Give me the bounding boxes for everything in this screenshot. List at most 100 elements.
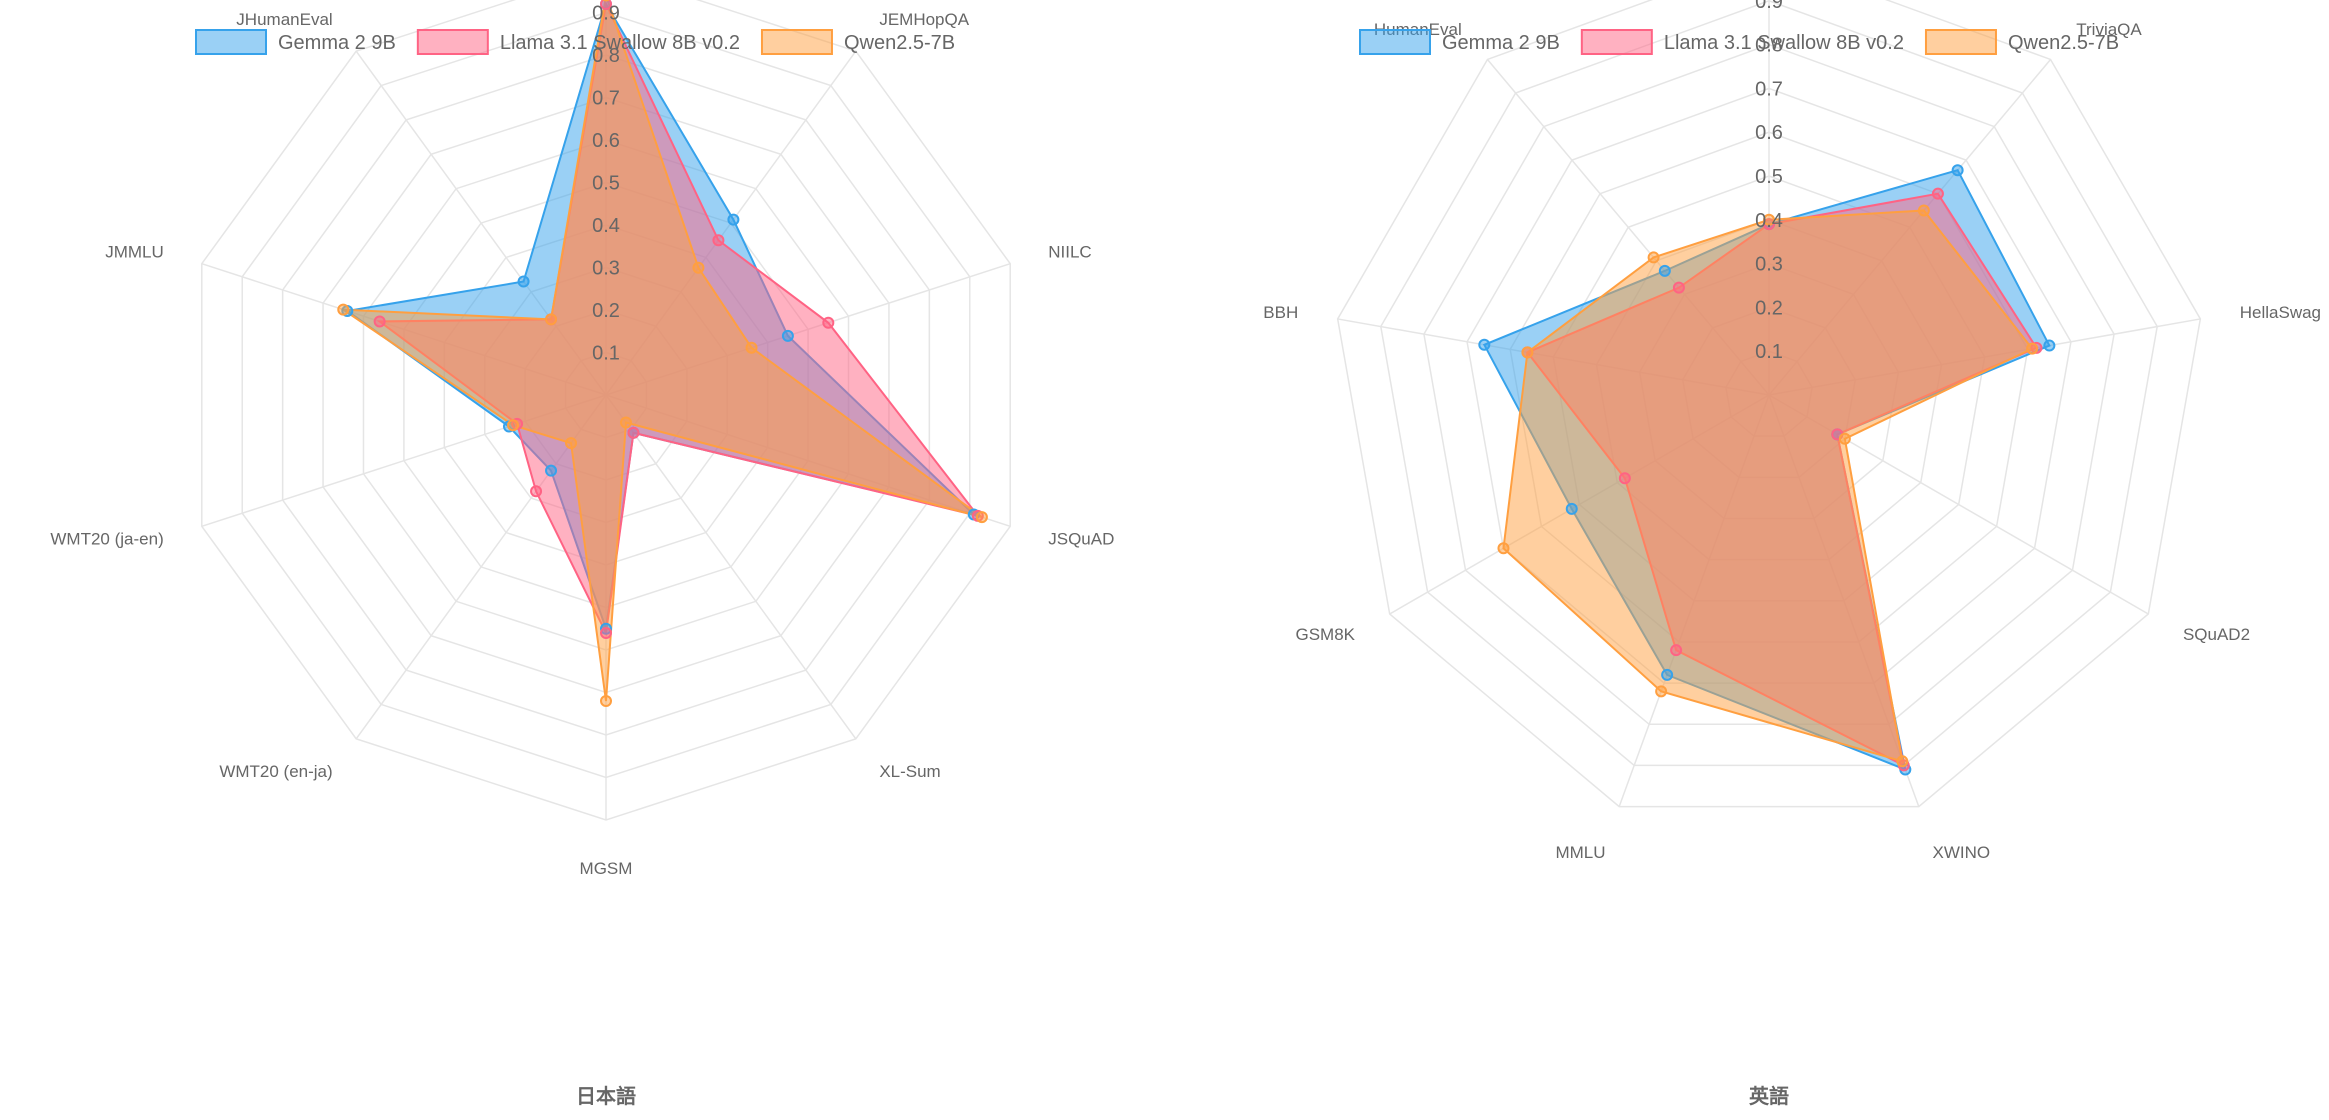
data-point bbox=[1521, 346, 1534, 359]
legend-label: Llama 3.1 Swallow 8B v0.2 bbox=[1664, 32, 1904, 54]
data-point bbox=[1618, 472, 1631, 485]
radar-tick-labels: 0.10.20.30.40.50.60.70.80.91.0 bbox=[1755, 0, 1783, 363]
tick-label: 0.5 bbox=[592, 173, 620, 195]
grid-ring bbox=[1336, 0, 2202, 808]
grid-ring bbox=[1423, 43, 2115, 726]
data-point bbox=[1655, 685, 1668, 698]
axis-label: MMLU bbox=[1555, 843, 1605, 862]
data-point bbox=[600, 695, 612, 707]
data-point bbox=[373, 315, 386, 328]
data-point bbox=[619, 416, 632, 429]
radar-series bbox=[337, 0, 988, 707]
tick-label: 0.6 bbox=[1755, 122, 1783, 144]
radar-chart-1: 0.10.20.30.40.50.60.70.80.91.0JComJEMHop… bbox=[50, 0, 1114, 1108]
tick-label: 0.4 bbox=[1755, 210, 1783, 232]
legend-label: Qwen2.5-7B bbox=[2008, 32, 2119, 54]
data-point bbox=[1658, 264, 1671, 277]
tick-label: 0.1 bbox=[1755, 341, 1783, 363]
axis-label: TriviaQA bbox=[2076, 20, 2142, 39]
data-point bbox=[712, 234, 725, 247]
legend-swatch bbox=[760, 29, 833, 55]
data-point bbox=[530, 485, 543, 498]
data-point bbox=[745, 341, 758, 354]
axis-label: JHumanEval bbox=[236, 10, 332, 29]
data-point bbox=[1931, 187, 1944, 200]
axis-label: GSM8K bbox=[1296, 625, 1356, 644]
tick-label: 0.7 bbox=[1755, 78, 1783, 100]
data-point bbox=[1917, 204, 1930, 217]
tick-label: 0.3 bbox=[1755, 254, 1783, 276]
axis-label: NIILC bbox=[1048, 242, 1091, 261]
data-point bbox=[1497, 542, 1510, 555]
tick-label: 0.8 bbox=[592, 45, 620, 67]
data-point bbox=[1670, 644, 1683, 657]
data-point bbox=[2043, 339, 2056, 352]
data-point bbox=[1565, 502, 1578, 515]
legend-label: Gemma 2 9B bbox=[1442, 32, 1560, 54]
data-point bbox=[565, 437, 578, 450]
tick-label: 0.6 bbox=[592, 130, 620, 152]
data-point bbox=[600, 627, 612, 639]
data-point bbox=[600, 0, 612, 10]
radar-series bbox=[1478, 164, 2056, 776]
axis-label: JMMLU bbox=[105, 242, 164, 261]
radar-tick-labels: 0.10.20.30.40.50.60.70.80.91.0 bbox=[592, 3, 620, 365]
tick-label: 0.5 bbox=[1755, 166, 1783, 188]
data-point bbox=[1763, 213, 1775, 226]
data-point bbox=[1661, 668, 1674, 681]
tick-label: 0.4 bbox=[592, 215, 620, 237]
grid-spoke bbox=[605, 394, 857, 740]
data-point bbox=[1672, 281, 1685, 294]
axis-label: XL-Sum bbox=[879, 762, 940, 781]
data-point bbox=[1647, 251, 1660, 264]
data-point bbox=[517, 275, 530, 288]
axis-label: SQuAD2 bbox=[2183, 625, 2250, 644]
axis-label: XWINO bbox=[1932, 843, 1990, 862]
data-point bbox=[781, 329, 794, 342]
legend: Gemma 2 9B Llama 3.1 Swallow 8B v0.2 Qwen2… bbox=[1359, 29, 2119, 55]
grid-ring bbox=[1380, 0, 2158, 767]
tick-label: 0.9 bbox=[592, 3, 620, 25]
data-point bbox=[545, 313, 558, 326]
data-point bbox=[1478, 338, 1491, 351]
legend-label: Llama 3.1 Swallow 8B v0.2 bbox=[500, 32, 740, 54]
tick-label: 0.8 bbox=[1755, 35, 1783, 57]
axis-label: WMT20 (ja-en) bbox=[50, 530, 163, 549]
legend-swatch bbox=[1580, 29, 1653, 55]
tick-label: 0.9 bbox=[1755, 0, 1783, 13]
chart-title: 英語 bbox=[1749, 1084, 1789, 1108]
data-point bbox=[1838, 432, 1851, 445]
data-point bbox=[627, 426, 640, 439]
data-point bbox=[602, 0, 610, 2]
legend: Gemma 2 9B Llama 3.1 Swallow 8B v0.2 Qwen2… bbox=[195, 29, 955, 55]
data-point bbox=[727, 213, 740, 226]
legend-swatch bbox=[1924, 29, 1997, 55]
data-point bbox=[337, 303, 350, 316]
data-point bbox=[692, 261, 705, 274]
legend-swatch bbox=[416, 29, 489, 55]
data-point bbox=[1896, 755, 1909, 768]
axis-label: MGSM bbox=[580, 859, 633, 878]
chart-title: 日本語 bbox=[576, 1084, 636, 1108]
legend-swatch bbox=[195, 29, 267, 55]
tick-label: 0.1 bbox=[592, 343, 620, 365]
series-area-3 bbox=[1502, 209, 2034, 763]
axis-label: HellaSwag bbox=[2240, 303, 2321, 322]
data-point bbox=[2026, 342, 2039, 355]
data-point bbox=[822, 316, 835, 329]
axis-label: BBH bbox=[1263, 303, 1298, 322]
legend-swatch bbox=[1359, 29, 1431, 55]
tick-label: 0.2 bbox=[592, 300, 620, 322]
legend-label: Qwen2.5-7B bbox=[844, 32, 955, 54]
tick-label: 0.3 bbox=[592, 258, 620, 280]
data-point bbox=[975, 511, 988, 524]
tick-label: 0.2 bbox=[1755, 297, 1783, 319]
axis-label: WMT20 (en-ja) bbox=[219, 762, 332, 781]
data-point bbox=[507, 419, 520, 432]
axis-label: JEMHopQA bbox=[879, 10, 969, 29]
data-point bbox=[1951, 164, 1964, 177]
radar-chart-2: 0.10.20.30.40.50.60.70.80.91.0OpenBookQA… bbox=[1263, 0, 2321, 1108]
data-point bbox=[545, 464, 558, 477]
